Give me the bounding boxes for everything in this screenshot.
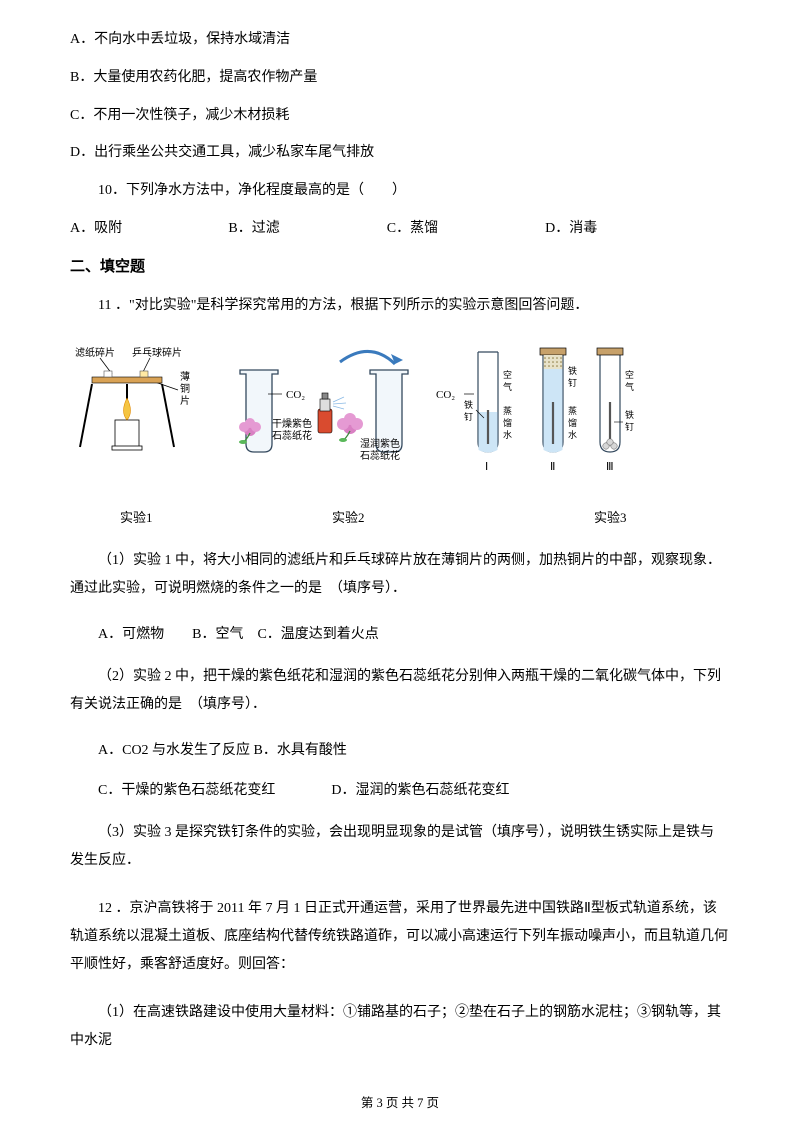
svg-text:滤纸碎片: 滤纸碎片 — [75, 346, 115, 359]
q11-part2: （2）实验 2 中，把干燥的紫色纸花和湿润的紫色石蕊纸花分别伸入两瓶干燥的二氧化… — [70, 663, 730, 719]
svg-text:钉: 钉 — [625, 422, 634, 432]
svg-text:片: 片 — [180, 394, 190, 407]
svg-text:铁: 铁 — [464, 399, 473, 410]
svg-text:气: 气 — [625, 381, 634, 392]
svg-text:石蕊纸花: 石蕊纸花 — [360, 449, 400, 462]
q11-stem: 11 ．"对比实验"是科学探究常用的方法，根据下列所示的实验示意图回答问题． — [70, 294, 730, 318]
svg-text:Ⅰ: Ⅰ — [485, 461, 488, 473]
svg-text:石蕊纸花: 石蕊纸花 — [272, 429, 312, 442]
svg-text:蒸: 蒸 — [568, 405, 577, 416]
exp1-caption: 实验1 — [120, 507, 270, 529]
svg-text:薄: 薄 — [180, 370, 190, 383]
q9-option-d: D．出行乘坐公共交通工具，减少私家车尾气排放 — [70, 141, 730, 165]
svg-text:CO₂: CO₂ — [436, 389, 455, 401]
exp3-caption: 实验3 — [594, 507, 627, 529]
q12-stem: 12 ．京沪高铁将于 2011 年 7 月 1 日正式开通运营，采用了世界最先进… — [70, 895, 730, 979]
q11-figure: 滤纸碎片 乒乓球碎片 薄 铜 片 CO₂ — [70, 332, 730, 497]
experiment-2: CO₂ 干燥紫色 石蕊纸花 — [239, 352, 408, 463]
experiment-1: 滤纸碎片 乒乓球碎片 薄 铜 片 — [75, 346, 190, 450]
q10-options: A．吸附 B．过滤 C．蒸馏 D．消毒 — [70, 217, 730, 241]
q11-part2-options-ab: A．CO2 与水发生了反应 B．水具有酸性 — [70, 739, 730, 763]
q9-option-a: A．不向水中丢垃圾，保持水域清洁 — [70, 28, 730, 52]
svg-text:Ⅲ: Ⅲ — [606, 461, 614, 473]
q10-stem: 10．下列净水方法中，净化程度最高的是（ ） — [70, 179, 730, 203]
svg-text:铜: 铜 — [180, 383, 190, 395]
svg-text:乒乓球碎片: 乒乓球碎片 — [132, 346, 182, 359]
q10-option-d: D．消毒 — [545, 217, 703, 241]
svg-text:CO₂: CO₂ — [286, 389, 305, 401]
q11-part1: （1）实验 1 中，将大小相同的滤纸片和乒乓球碎片放在薄铜片的两侧，加热铜片的中… — [70, 547, 730, 603]
q10-option-b: B．过滤 — [228, 217, 386, 241]
q11-part2-options-cd: C．干燥的紫色石蕊纸花变红 D．湿润的紫色石蕊纸花变红 — [70, 779, 730, 803]
svg-text:铁: 铁 — [625, 409, 634, 420]
svg-text:气: 气 — [503, 381, 512, 392]
svg-text:铁: 铁 — [568, 365, 577, 376]
svg-text:馏: 馏 — [503, 417, 512, 428]
q10-option-a: A．吸附 — [70, 217, 228, 241]
exp2-caption: 实验2 — [332, 507, 482, 529]
svg-text:空: 空 — [503, 369, 512, 380]
svg-text:湿润紫色: 湿润紫色 — [360, 437, 400, 450]
svg-text:Ⅱ: Ⅱ — [550, 461, 555, 473]
experiment-3: CO₂ 空气 蒸馏水 铁钉 Ⅰ 铁钉 蒸馏水 Ⅱ — [436, 348, 634, 473]
svg-text:干燥紫色: 干燥紫色 — [272, 417, 312, 430]
svg-text:蒸: 蒸 — [503, 405, 512, 416]
q9-option-c: C．不用一次性筷子，减少木材损耗 — [70, 104, 730, 128]
q11-part3: （3）实验 3 是探究铁钉条件的实验，会出现明显现象的是试管（填序号），说明铁生… — [70, 819, 730, 875]
svg-text:钉: 钉 — [464, 412, 473, 422]
q10-option-c: C．蒸馏 — [387, 217, 545, 241]
q9-option-b: B．大量使用农药化肥，提高农作物产量 — [70, 66, 730, 90]
q11-part1-options: A．可燃物 B．空气 C．温度达到着火点 — [70, 623, 730, 647]
experiment-captions: 实验1 实验2 实验3 — [70, 507, 640, 529]
page-footer: 第 3 页 共 7 页 — [0, 1093, 800, 1114]
svg-text:水: 水 — [568, 429, 577, 440]
svg-text:空: 空 — [625, 369, 634, 380]
svg-text:水: 水 — [503, 429, 512, 440]
svg-text:钉: 钉 — [568, 378, 577, 388]
svg-text:馏: 馏 — [568, 417, 577, 428]
section-2-heading: 二、填空题 — [70, 255, 730, 281]
q12-part1: （1）在高速铁路建设中使用大量材料：①铺路基的石子；②垫在石子上的钢筋水泥柱；③… — [70, 999, 730, 1055]
